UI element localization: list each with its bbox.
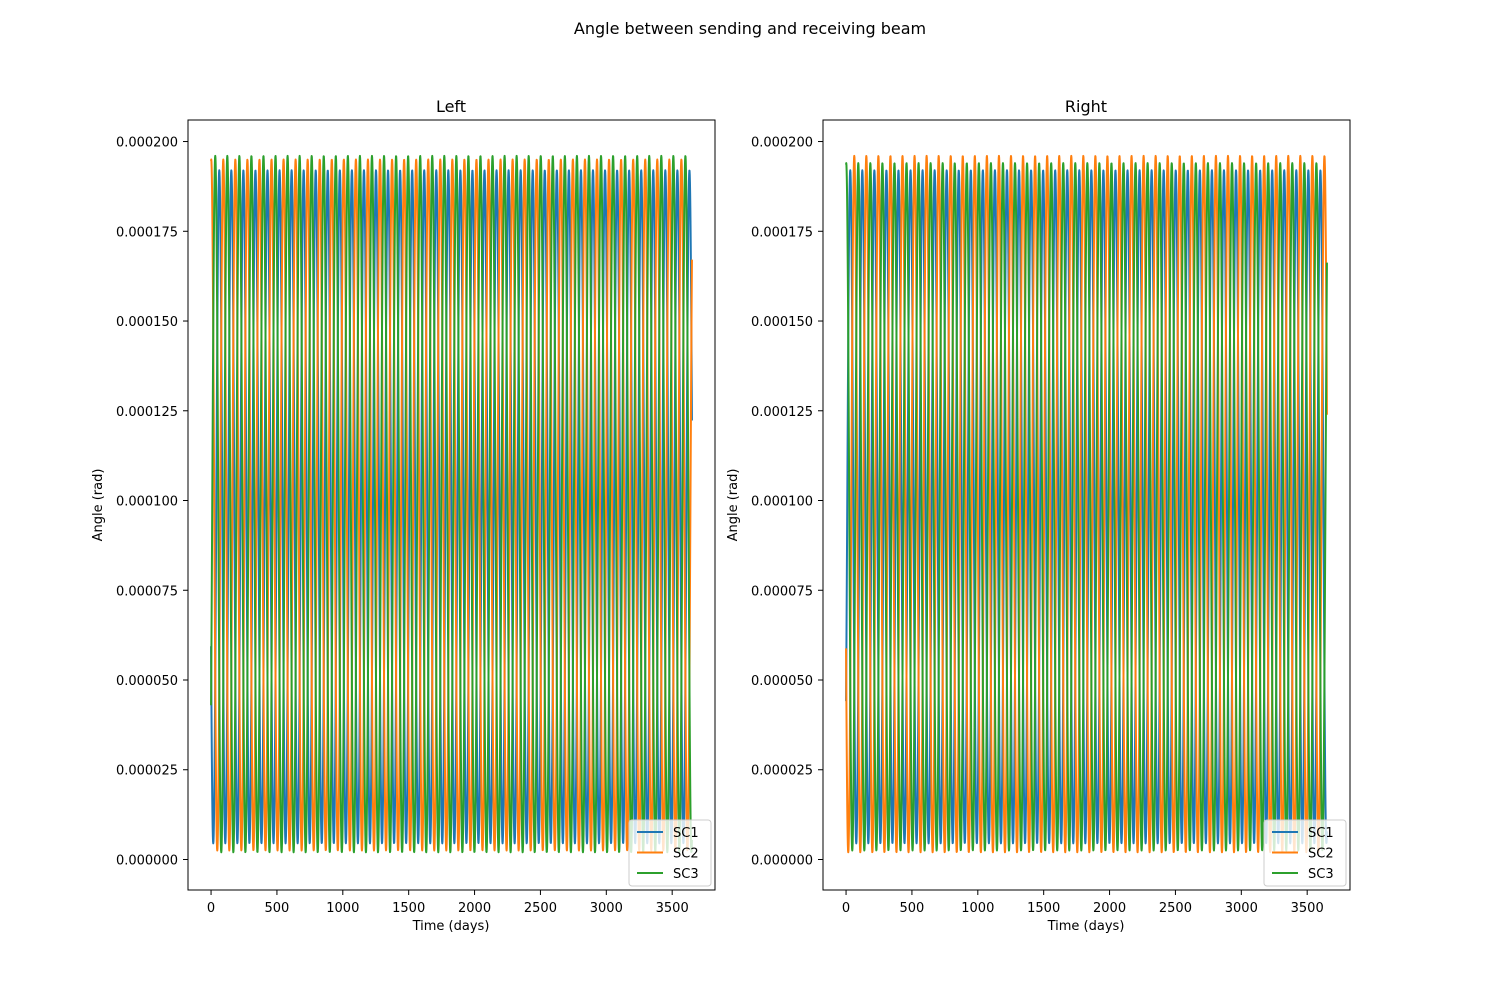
subplot-left-frame <box>187 119 716 891</box>
subplot-left-legend-box <box>628 819 712 887</box>
subplot-left-ytick-label: 0.000200 <box>116 136 178 151</box>
subplot-right-ytick-label: 0.000050 <box>751 674 813 689</box>
subplot-left-xtick-label: 3000 <box>590 901 623 916</box>
subplot-right-xlabel: Time (days) <box>1047 919 1125 934</box>
subplot-left-legend-label-sc1: SC1 <box>673 826 699 841</box>
subplot-right-ytick-label: 0.000200 <box>751 136 813 151</box>
subplot-right-ytick-label: 0.000175 <box>751 225 813 240</box>
subplot-right-ytick-label: 0.000100 <box>751 495 813 510</box>
subplot-right-ytick-label: 0.000025 <box>751 764 813 779</box>
subplot-right-series <box>845 154 1328 854</box>
subplot-right-legend-label-sc3: SC3 <box>1308 867 1334 882</box>
subplot-left-xtick-label: 1500 <box>392 901 425 916</box>
subplot-right-ytick-label: 0.000075 <box>751 584 813 599</box>
subplot-left-xtick-label: 1000 <box>326 901 359 916</box>
subplot-right-series-sc3 <box>845 162 1328 852</box>
subplot-right-xtick-label: 1500 <box>1027 901 1060 916</box>
subplot-right-xtick-label: 1000 <box>961 901 994 916</box>
subplot-right-xtick-label: 0 <box>842 901 850 916</box>
subplot-left-series-sc3 <box>210 154 693 854</box>
subplot-left-series <box>210 154 693 854</box>
subplot-left-ytick-label: 0.000000 <box>116 853 178 868</box>
subplot-left-legend-label-sc3: SC3 <box>673 867 699 882</box>
subplot-left-xtick-label: 2500 <box>524 901 557 916</box>
subplot-left-xtick-label: 2000 <box>458 901 491 916</box>
subplot-left-ytick-label: 0.000175 <box>116 225 178 240</box>
subplot-left-ytick-label: 0.000075 <box>116 584 178 599</box>
subplot-left-ytick-label: 0.000150 <box>116 315 178 330</box>
subplot-right-xtick-label: 3500 <box>1291 901 1324 916</box>
subplot-right-ytick-label: 0.000125 <box>751 405 813 420</box>
subplot-left: Left Time (days) Angle (rad) 0 500 1000 150… <box>91 97 716 934</box>
subplot-left-xlabel: Time (days) <box>412 919 490 934</box>
subplot-left-legend: SC1 SC2 SC3 <box>628 819 712 887</box>
subplot-left-ytick-label: 0.000050 <box>116 674 178 689</box>
subplot-left-ytick-label: 0.000100 <box>116 495 178 510</box>
subplot-right-legend-box <box>1263 819 1347 887</box>
subplot-right-ytick-label: 0.000000 <box>751 853 813 868</box>
subplot-left-legend-label-sc2: SC2 <box>673 847 699 862</box>
subplot-right-xtick-label: 3000 <box>1225 901 1258 916</box>
subplot-right-frame <box>822 119 1351 891</box>
subplot-right-series-sc2 <box>845 154 1328 854</box>
subplot-right-legend: SC1 SC2 SC3 <box>1263 819 1347 887</box>
subplot-left-title: Left <box>436 97 466 116</box>
subplot-right-legend-label-sc2: SC2 <box>1308 847 1334 862</box>
subplot-right-xtick-label: 2000 <box>1093 901 1126 916</box>
subplot-right-legend-label-sc1: SC1 <box>1308 826 1334 841</box>
subplot-left-xtick-label: 3500 <box>656 901 689 916</box>
figure-suptitle: Angle between sending and receiving beam <box>574 19 926 38</box>
subplot-right-title: Right <box>1065 97 1107 116</box>
subplot-right: Right Time (days) Angle (rad) 0 500 1000 15… <box>726 97 1351 934</box>
subplot-left-xtick-label: 500 <box>265 901 290 916</box>
subplot-left-ytick-label: 0.000125 <box>116 405 178 420</box>
subplot-right-ylabel: Angle (rad) <box>726 469 741 542</box>
subplot-right-ytick-label: 0.000150 <box>751 315 813 330</box>
subplot-right-xtick-label: 500 <box>900 901 925 916</box>
subplot-left-xtick-label: 0 <box>207 901 215 916</box>
subplot-right-xtick-label: 2500 <box>1159 901 1192 916</box>
subplot-left-series-sc1 <box>210 169 693 845</box>
subplot-left-ylabel: Angle (rad) <box>91 469 106 542</box>
subplot-left-ytick-label: 0.000025 <box>116 764 178 779</box>
